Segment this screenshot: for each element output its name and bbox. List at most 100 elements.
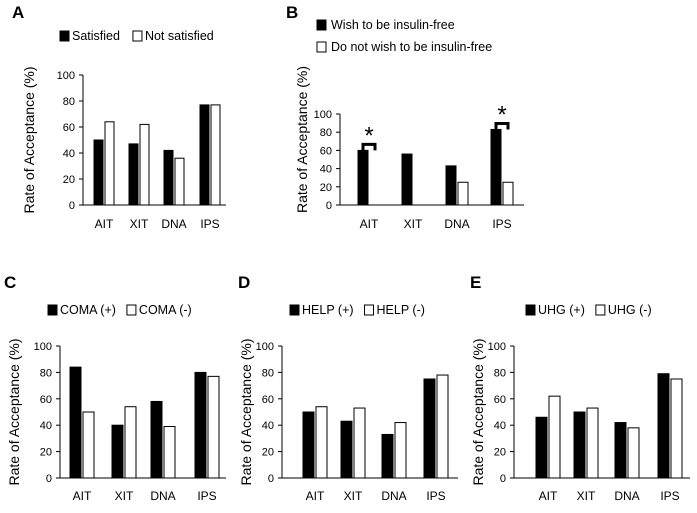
- x-tick-label: IPS: [200, 217, 219, 231]
- y-axis-label: Rate of Acceptance (%): [294, 66, 310, 213]
- panel-letter: C: [4, 273, 16, 292]
- y-tick-label: 80: [63, 96, 75, 108]
- legend-label: HELP (+): [302, 303, 354, 317]
- legend: Wish to be insulin-free Do not wish to be…: [316, 18, 492, 54]
- y-tick-label: 80: [320, 127, 332, 139]
- x-tick-label: AIT: [360, 217, 379, 231]
- bar-xit-series1: [111, 424, 124, 479]
- bar-xit-series1: [340, 420, 353, 479]
- bar-dna-series2: [394, 422, 407, 479]
- bar-dna-series2: [163, 426, 176, 479]
- legend-label: Not satisfied: [145, 29, 214, 43]
- y-tick-label: 40: [40, 420, 52, 432]
- bar-ait-series2: [548, 395, 561, 479]
- y-tick-label: 100: [34, 341, 52, 353]
- panel-letter: B: [286, 3, 298, 22]
- x-tick-label: IPS: [660, 489, 679, 503]
- x-tick-label: XIT: [115, 489, 134, 503]
- y-tick-label: 40: [320, 164, 332, 176]
- y-axis-label: Rate of Acceptance (%): [238, 338, 254, 485]
- bar-ips-series2: [670, 378, 683, 479]
- significance-star: *: [364, 122, 373, 149]
- y-tick-label: 60: [494, 394, 506, 406]
- bar-xit-series2: [586, 407, 599, 479]
- x-tick-label: AIT: [95, 217, 114, 231]
- y-tick-label: 40: [63, 148, 75, 160]
- y-tick-label: 80: [494, 367, 506, 379]
- bar-ait-series1: [535, 416, 548, 479]
- legend-label: COMA (-): [139, 303, 192, 317]
- x-tick-label: DNA: [161, 217, 186, 231]
- significance-star: *: [497, 101, 506, 128]
- bar-ips-series1: [423, 378, 436, 479]
- x-tick-label: XIT: [577, 489, 596, 503]
- bar-ips-series2: [210, 104, 221, 206]
- bar-dna-series1: [614, 422, 627, 479]
- bar-xit-series2: [353, 407, 366, 479]
- legend-label: Do not wish to be insulin-free: [331, 40, 492, 54]
- bar-ips-series1: [657, 373, 670, 479]
- y-tick-label: 60: [40, 394, 52, 406]
- bar-ips-series1: [490, 128, 502, 206]
- legend-swatch: [316, 41, 327, 53]
- panel-letter: E: [470, 273, 481, 292]
- bar-ips-series1: [199, 104, 210, 206]
- panel-c: C 0 20 40 60 80 100 Rate of Acceptance (%) AIT XI…: [4, 273, 226, 503]
- y-tick-label: 20: [320, 182, 332, 194]
- y-tick-label: 80: [40, 367, 52, 379]
- legend-label: Wish to be insulin-free: [331, 18, 455, 32]
- y-tick-label: 0: [500, 473, 506, 485]
- bar-ips-series1: [194, 371, 207, 479]
- y-axis-label: Rate of Acceptance (%): [470, 338, 486, 485]
- legend-label: UHG (+): [538, 303, 585, 317]
- legend: COMA (+) COMA (-): [47, 303, 192, 317]
- bar-ips-series2: [436, 374, 449, 479]
- x-tick-label: XIT: [130, 217, 149, 231]
- bar-ait-series2: [315, 406, 328, 479]
- legend: Satisfied Not satisfied: [59, 29, 214, 43]
- panel-letter: A: [12, 3, 24, 22]
- x-tick-label: XIT: [404, 217, 423, 231]
- legend-label: Satisfied: [72, 29, 120, 43]
- y-tick-label: 40: [494, 420, 506, 432]
- y-tick-label: 20: [262, 447, 274, 459]
- bar-ait-series1: [93, 139, 104, 206]
- x-tick-label: IPS: [197, 489, 216, 503]
- legend-swatch: [47, 304, 58, 316]
- legend-label: UHG (-): [608, 303, 652, 317]
- y-tick-label: 0: [46, 473, 52, 485]
- legend-label: COMA (+): [60, 303, 116, 317]
- y-tick-label: 100: [314, 109, 332, 121]
- legend-swatch: [364, 304, 375, 316]
- x-tick-label: AIT: [73, 489, 92, 503]
- legend-label: HELP (-): [377, 303, 425, 317]
- y-tick-label: 40: [262, 420, 274, 432]
- bar-ait-series1: [302, 411, 315, 479]
- y-tick-label: 0: [69, 200, 75, 212]
- y-tick-label: 100: [57, 70, 75, 82]
- x-tick-label: IPS: [426, 489, 445, 503]
- bar-dna-series1: [381, 433, 394, 479]
- y-tick-label: 60: [262, 394, 274, 406]
- legend-swatch: [126, 304, 137, 316]
- legend-swatch: [132, 30, 143, 42]
- bar-xit-series1: [401, 153, 413, 206]
- bar-xit-series1: [573, 411, 586, 479]
- bar-dna-series1: [150, 400, 163, 479]
- y-axis-label: Rate of Acceptance (%): [21, 66, 37, 213]
- legend: HELP (+) HELP (-): [289, 303, 425, 317]
- x-tick-label: DNA: [614, 489, 639, 503]
- x-tick-label: DNA: [444, 217, 469, 231]
- legend-swatch: [316, 19, 327, 31]
- y-axis-label: Rate of Acceptance (%): [6, 338, 22, 485]
- x-tick-label: DNA: [381, 489, 406, 503]
- x-tick-label: IPS: [492, 217, 511, 231]
- x-tick-label: AIT: [539, 489, 558, 503]
- y-tick-label: 60: [320, 145, 332, 157]
- y-tick-label: 20: [63, 174, 75, 186]
- x-tick-label: AIT: [306, 489, 325, 503]
- bar-xit-series1: [128, 143, 139, 206]
